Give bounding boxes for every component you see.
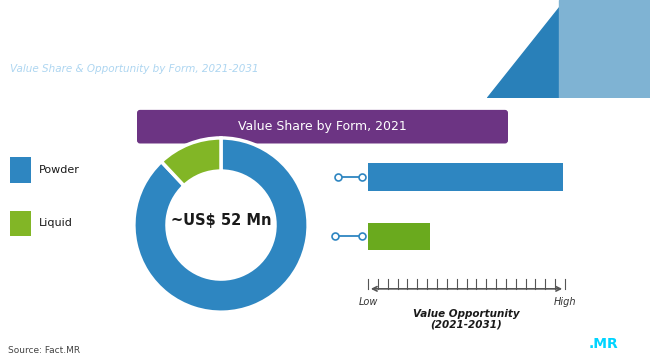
Text: Liquid: Liquid — [39, 218, 73, 228]
Text: High: High — [554, 297, 577, 307]
FancyBboxPatch shape — [368, 223, 430, 250]
Text: Powder: Powder — [39, 165, 80, 175]
FancyBboxPatch shape — [368, 163, 563, 191]
Text: .MR: .MR — [588, 337, 618, 351]
Polygon shape — [559, 0, 650, 98]
Text: Value Opportunity: Value Opportunity — [413, 309, 520, 319]
FancyBboxPatch shape — [9, 211, 31, 236]
Polygon shape — [488, 0, 650, 98]
Text: Low: Low — [358, 297, 378, 307]
Text: Value Share by Form, 2021: Value Share by Form, 2021 — [238, 120, 407, 133]
Text: Source: Fact.MR: Source: Fact.MR — [8, 346, 80, 355]
Wedge shape — [161, 138, 221, 186]
Text: (2021-2031): (2021-2031) — [430, 319, 502, 330]
Text: Nickel Acetate Market Analysis: Nickel Acetate Market Analysis — [10, 20, 300, 38]
Wedge shape — [134, 138, 308, 312]
FancyBboxPatch shape — [9, 157, 31, 183]
FancyBboxPatch shape — [137, 110, 508, 143]
Text: ~US$ 52 Mn: ~US$ 52 Mn — [171, 213, 271, 228]
Text: Value Share & Opportunity by Form, 2021-2031: Value Share & Opportunity by Form, 2021-… — [10, 64, 259, 74]
Text: Fact: Fact — [529, 337, 562, 351]
